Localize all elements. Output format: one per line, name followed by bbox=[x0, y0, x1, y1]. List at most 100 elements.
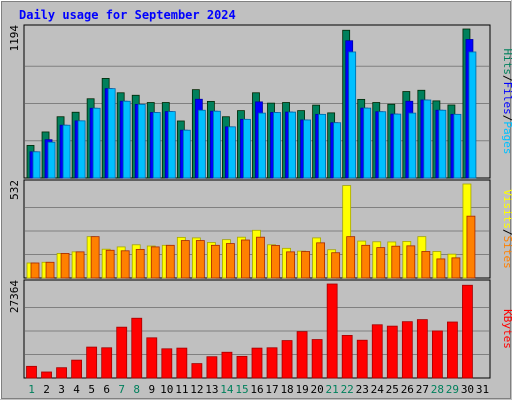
bar-pages-day-20 bbox=[318, 113, 327, 179]
bar-sites-day-10 bbox=[165, 244, 175, 279]
bar-pages-day-9 bbox=[152, 112, 161, 179]
bar-pages-day-15 bbox=[243, 118, 251, 179]
bar-pages-day-2 bbox=[47, 141, 56, 179]
bar-kbytes-day-8 bbox=[131, 317, 143, 379]
x-axis-labels: 1 2 3 4 5 6 7 8 9 10 11 12 13 14 15 16 17 18 19 20 21 22 23 24 2… bbox=[28, 383, 489, 396]
y-max-label: 1194 bbox=[8, 25, 21, 52]
bar-pages-day-16 bbox=[258, 112, 266, 179]
bar-kbytes-day-17 bbox=[266, 347, 278, 379]
bar-pages-day-1 bbox=[32, 151, 41, 179]
bar-kbytes-day-19 bbox=[296, 331, 308, 379]
x-tick-label: 14 bbox=[220, 383, 234, 396]
bar-pages-day-22 bbox=[348, 51, 357, 179]
x-tick-label: 22 bbox=[341, 383, 354, 396]
bar-sites-day-20 bbox=[316, 242, 326, 279]
legend-item-pages: Pages bbox=[501, 121, 512, 154]
x-tick-label: 10 bbox=[160, 383, 173, 396]
bar-kbytes-day-30 bbox=[462, 284, 473, 379]
bar-pages-day-19 bbox=[303, 119, 311, 179]
legend-separator: / bbox=[501, 229, 512, 236]
bar-kbytes-day-28 bbox=[431, 330, 443, 379]
x-tick-label: 27 bbox=[416, 383, 429, 396]
bar-sites-day-17 bbox=[271, 245, 280, 279]
bar-sites-day-27 bbox=[421, 251, 431, 279]
bar-sites-day-24 bbox=[376, 247, 386, 279]
legend-item-hits: Hits bbox=[501, 49, 512, 76]
x-tick-label: 12 bbox=[190, 383, 203, 396]
bar-pages-day-8 bbox=[137, 103, 146, 179]
legend-kbytes: KBytes bbox=[501, 309, 512, 349]
x-tick-label: 31 bbox=[476, 383, 489, 396]
x-tick-label: 25 bbox=[386, 383, 399, 396]
bar-kbytes-day-9 bbox=[146, 337, 158, 379]
panels-group: 1194Hits/Files/Pages532Visits/Sites27364… bbox=[8, 24, 512, 379]
bar-kbytes-day-22 bbox=[341, 335, 353, 379]
bar-sites-day-11 bbox=[180, 240, 190, 279]
bar-kbytes-day-26 bbox=[401, 321, 413, 379]
bar-sites-day-4 bbox=[75, 251, 85, 279]
bar-kbytes-day-12 bbox=[191, 363, 203, 379]
x-tick-label: 15 bbox=[235, 383, 248, 396]
bar-pages-day-3 bbox=[62, 124, 71, 179]
panel-visits-sites: 532 Visits/Sites bbox=[8, 179, 512, 279]
bar-sites-day-7 bbox=[120, 250, 130, 279]
x-tick-label: 17 bbox=[265, 383, 278, 396]
bar-sites-day-21 bbox=[331, 252, 341, 279]
legend-visits-sites: Visits/Sites bbox=[501, 189, 512, 269]
bar-kbytes-day-3 bbox=[56, 367, 67, 379]
x-tick-label: 5 bbox=[88, 383, 95, 396]
bar-sites-day-6 bbox=[105, 249, 115, 279]
bar-sites-day-12 bbox=[195, 240, 205, 279]
bar-kbytes-day-15 bbox=[236, 355, 248, 379]
x-tick-label: 18 bbox=[280, 383, 293, 396]
x-tick-label: 3 bbox=[58, 383, 65, 396]
panel-kbytes: 27364 KBytes bbox=[8, 279, 512, 379]
legend-separator: / bbox=[501, 75, 512, 82]
bar-kbytes-day-14 bbox=[221, 351, 233, 379]
x-tick-label: 28 bbox=[431, 383, 444, 396]
x-tick-label: 8 bbox=[133, 383, 140, 396]
bar-sites-day-9 bbox=[150, 246, 160, 279]
bar-kbytes-day-11 bbox=[176, 347, 188, 379]
x-tick-label: 9 bbox=[148, 383, 155, 396]
legend-separator: / bbox=[501, 115, 512, 122]
legend-item-kbytes: KBytes bbox=[501, 309, 512, 349]
bar-kbytes-day-24 bbox=[371, 324, 383, 379]
bar-sites-day-5 bbox=[90, 236, 100, 279]
bar-pages-day-6 bbox=[107, 88, 116, 179]
bar-pages-day-5 bbox=[92, 107, 101, 179]
bar-sites-day-30 bbox=[466, 215, 476, 279]
legend-item-files: Files bbox=[501, 82, 512, 115]
bar-kbytes-day-29 bbox=[447, 321, 458, 379]
bar-sites-day-8 bbox=[135, 248, 145, 279]
bar-pages-day-24 bbox=[378, 111, 387, 179]
x-tick-label: 2 bbox=[43, 383, 50, 396]
bar-kbytes-day-10 bbox=[161, 348, 173, 379]
bar-kbytes-day-23 bbox=[356, 339, 368, 379]
bar-kbytes-day-16 bbox=[251, 347, 263, 379]
bar-sites-day-22 bbox=[346, 236, 356, 279]
bar-pages-day-11 bbox=[182, 129, 191, 179]
x-tick-label: 11 bbox=[175, 383, 188, 396]
x-tick-label: 29 bbox=[446, 383, 459, 396]
x-tick-label: 30 bbox=[461, 383, 474, 396]
x-tick-label: 19 bbox=[295, 383, 308, 396]
x-tick-label: 24 bbox=[371, 383, 385, 396]
bar-pages-day-13 bbox=[212, 110, 221, 179]
bar-sites-day-28 bbox=[436, 258, 446, 279]
x-tick-label: 1 bbox=[28, 383, 35, 396]
bar-pages-day-28 bbox=[438, 109, 447, 179]
x-tick-label: 26 bbox=[401, 383, 414, 396]
bar-pages-day-17 bbox=[273, 112, 281, 179]
x-tick-label: 7 bbox=[118, 383, 125, 396]
bar-pages-day-27 bbox=[423, 99, 432, 179]
chart-title: Daily usage for September 2024 bbox=[19, 8, 236, 22]
bar-pages-day-29 bbox=[453, 113, 462, 179]
bar-sites-day-3 bbox=[60, 253, 70, 279]
bar-sites-day-14 bbox=[226, 243, 235, 279]
x-tick-label: 16 bbox=[250, 383, 263, 396]
x-tick-label: 4 bbox=[73, 383, 80, 396]
x-tick-label: 21 bbox=[326, 383, 339, 396]
